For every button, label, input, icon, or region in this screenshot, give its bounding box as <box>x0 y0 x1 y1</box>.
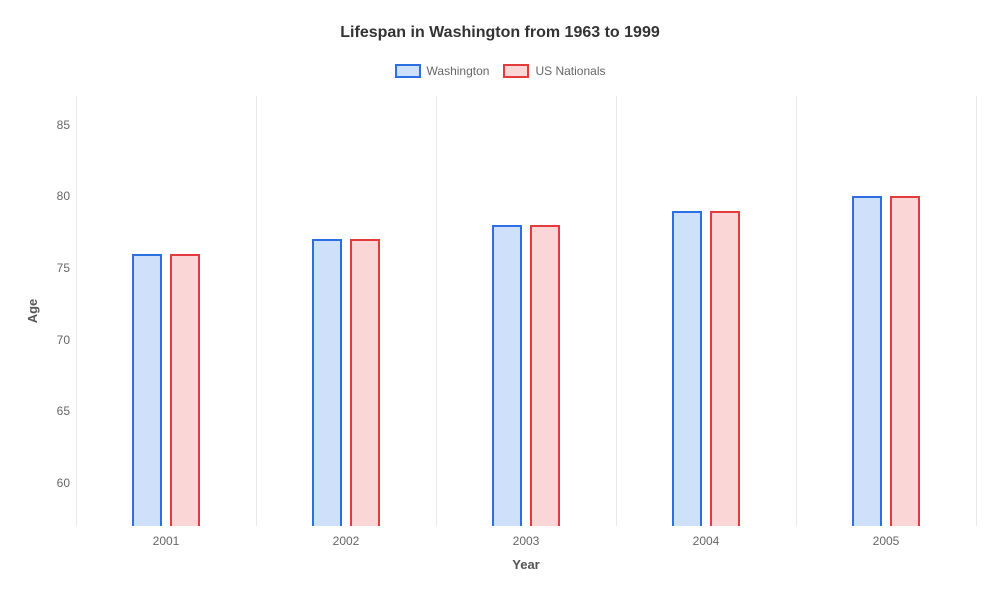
chart-container: Lifespan in Washington from 1963 to 1999… <box>0 0 1000 600</box>
bar <box>890 196 920 526</box>
legend-swatch <box>503 64 529 78</box>
y-tick-label: 85 <box>42 118 70 132</box>
bar <box>132 254 162 526</box>
y-tick-label: 65 <box>42 404 70 418</box>
gridline-vertical <box>796 96 797 526</box>
x-tick-label: 2004 <box>693 534 720 548</box>
y-tick-label: 60 <box>42 476 70 490</box>
x-axis-label: Year <box>512 557 539 572</box>
y-tick-label: 70 <box>42 333 70 347</box>
plot-area: Age Year 6065707580852001200220032004200… <box>76 96 976 526</box>
gridline-vertical <box>976 96 977 526</box>
bar <box>312 239 342 526</box>
gridline-vertical <box>616 96 617 526</box>
x-tick-label: 2005 <box>873 534 900 548</box>
x-tick-label: 2003 <box>513 534 540 548</box>
legend-swatch <box>395 64 421 78</box>
legend-label: US Nationals <box>535 64 605 78</box>
y-tick-label: 75 <box>42 261 70 275</box>
gridline-vertical <box>436 96 437 526</box>
bar <box>350 239 380 526</box>
legend-label: Washington <box>427 64 490 78</box>
bar <box>530 225 560 526</box>
y-tick-label: 80 <box>42 189 70 203</box>
gridline-vertical <box>76 96 77 526</box>
gridline-vertical <box>256 96 257 526</box>
legend-item: US Nationals <box>503 64 605 78</box>
x-tick-label: 2002 <box>333 534 360 548</box>
bar <box>852 196 882 526</box>
bar <box>672 211 702 526</box>
legend-item: Washington <box>395 64 490 78</box>
chart-title: Lifespan in Washington from 1963 to 1999 <box>0 24 1000 42</box>
bar <box>492 225 522 526</box>
bar <box>710 211 740 526</box>
x-tick-label: 2001 <box>153 534 180 548</box>
chart-legend: Washington US Nationals <box>0 64 1000 78</box>
bar <box>170 254 200 526</box>
y-axis-label: Age <box>25 299 40 324</box>
